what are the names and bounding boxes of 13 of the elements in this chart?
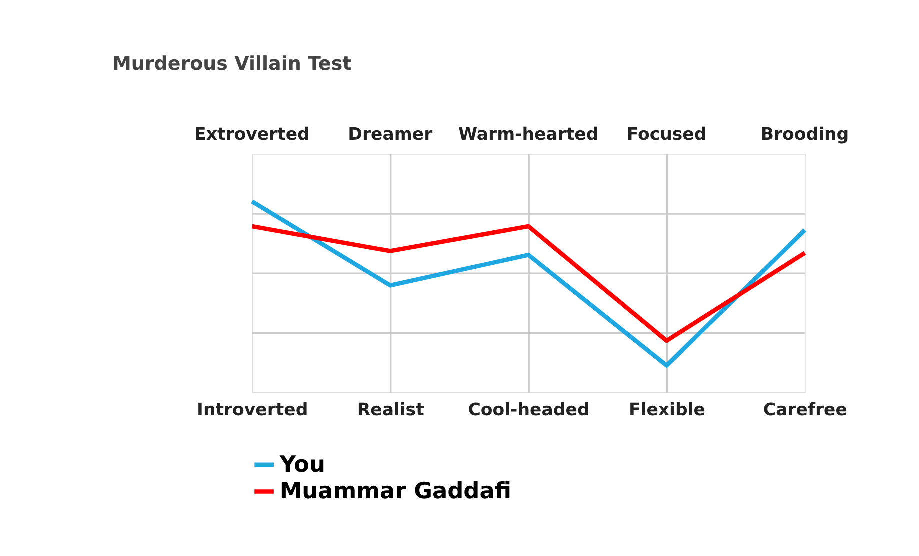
text: Dreamer	[348, 125, 434, 146]
x-tick-label: Realist	[357, 400, 424, 420]
text: Extroverted	[194, 125, 310, 146]
chart-title: Murderous Villain Test	[112, 53, 352, 76]
legend-label: You	[278, 452, 326, 478]
text: Warm-hearted	[458, 125, 599, 146]
legend-label: Muammar Gaddafi	[280, 478, 512, 505]
x-tick-label: Carefree	[763, 400, 848, 420]
x-tick-label: Cool-headed	[468, 400, 590, 420]
x-tick-label: Flexible	[628, 400, 706, 420]
text: Brooding	[760, 125, 850, 146]
x-tick-label: Introverted	[197, 400, 308, 420]
text: Focused	[626, 125, 707, 146]
